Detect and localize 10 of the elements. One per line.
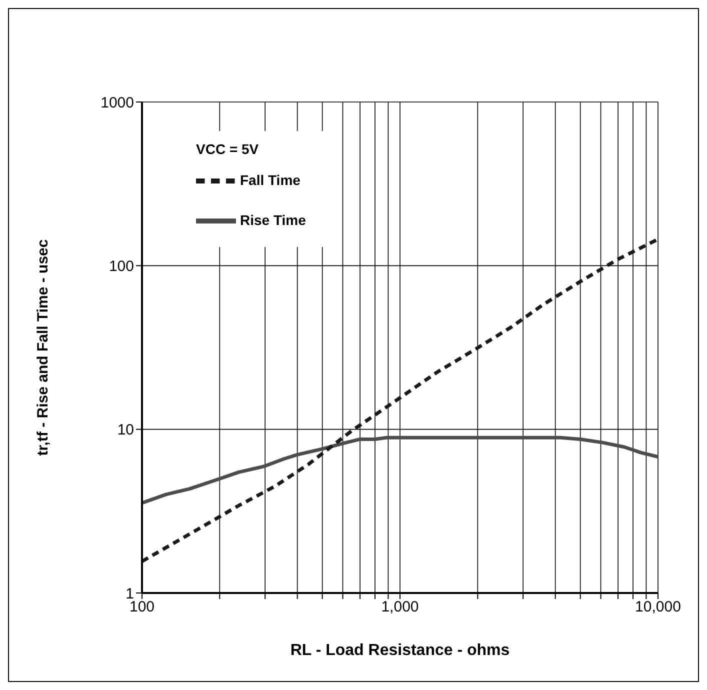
x-axis-title: RL - Load Resistance - ohms	[290, 642, 510, 659]
x-tick-label: 1,000	[381, 598, 419, 616]
x-tick-label: 10,000	[635, 598, 681, 616]
y-tick-label: 100	[108, 258, 134, 275]
y-tick-label: 1000	[100, 94, 134, 112]
legend-label: Rise Time	[240, 212, 306, 228]
annotation: VCC = 5V	[196, 140, 260, 159]
y-tick-label: 10	[117, 422, 134, 439]
legend-label: Fall Time	[240, 172, 300, 188]
y-axis-title: tr,tf - Rise and Fall Time - usec	[34, 239, 52, 456]
